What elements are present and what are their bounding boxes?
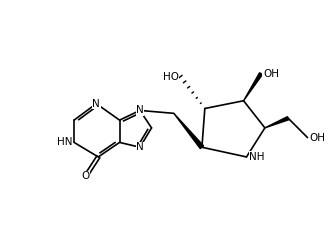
Text: N: N [136, 142, 144, 152]
Text: HO: HO [163, 71, 179, 82]
Text: OH: OH [309, 133, 325, 143]
Text: OH: OH [263, 69, 279, 79]
Text: NH: NH [249, 152, 265, 162]
Polygon shape [265, 117, 289, 128]
Text: N: N [92, 99, 100, 109]
Text: N: N [136, 105, 144, 115]
Polygon shape [174, 113, 204, 149]
Text: O: O [82, 171, 90, 181]
Polygon shape [244, 73, 262, 101]
Text: HN: HN [57, 137, 72, 147]
